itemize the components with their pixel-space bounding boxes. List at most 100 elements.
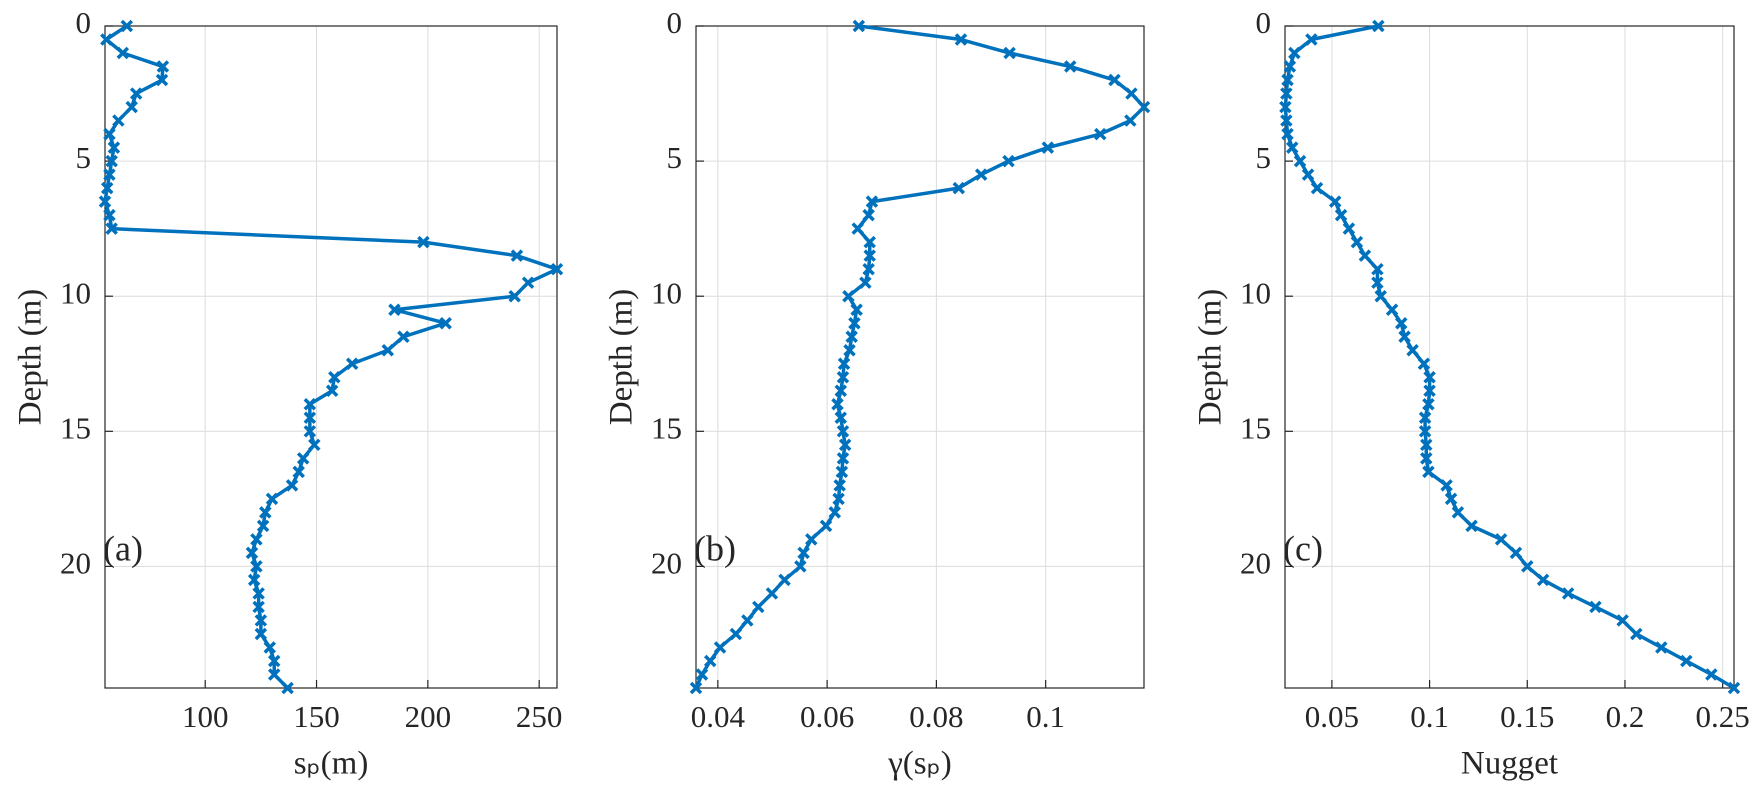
data-marker xyxy=(510,249,524,262)
data-marker xyxy=(1406,344,1419,357)
data-marker xyxy=(265,492,279,506)
data-marker xyxy=(848,316,861,330)
data-marker xyxy=(120,19,134,33)
data-marker xyxy=(1420,438,1433,452)
x-tick-label: 0.06 xyxy=(800,699,854,734)
data-marker xyxy=(845,330,858,343)
data-marker xyxy=(100,181,114,195)
x-axis-label: γ(sₚ) xyxy=(887,746,952,782)
x-axis-label: Nugget xyxy=(1461,746,1558,782)
data-marker xyxy=(838,438,852,452)
data-marker xyxy=(303,411,317,425)
data-marker xyxy=(296,452,310,465)
y-tick-label: 15 xyxy=(1240,410,1271,445)
data-marker xyxy=(1124,114,1137,127)
data-marker xyxy=(1301,168,1315,181)
data-marker xyxy=(1423,371,1436,384)
data-marker xyxy=(1494,533,1508,546)
data-marker xyxy=(1521,560,1534,573)
data-marker xyxy=(1328,195,1342,208)
data-marker xyxy=(155,73,169,87)
data-marker xyxy=(397,330,410,343)
data-marker xyxy=(695,668,709,681)
y-tick-label: 15 xyxy=(651,410,682,445)
data-marker xyxy=(1281,73,1294,87)
data-marker xyxy=(1395,316,1408,330)
data-marker xyxy=(292,465,305,479)
data-marker xyxy=(1536,573,1550,587)
data-marker xyxy=(1137,100,1151,114)
data-marker xyxy=(381,344,395,357)
data-marker xyxy=(103,168,116,181)
data-marker xyxy=(1280,114,1293,127)
data-marker xyxy=(1385,303,1399,316)
data-marker xyxy=(325,384,339,398)
data-marker xyxy=(765,587,779,600)
data-marker xyxy=(267,654,281,668)
data-marker xyxy=(103,208,116,222)
data-marker xyxy=(1310,181,1324,195)
data-marker xyxy=(833,479,846,492)
data-marker xyxy=(1630,627,1643,641)
data-marker xyxy=(834,411,848,425)
data-marker xyxy=(1418,425,1432,438)
data-marker xyxy=(850,303,863,316)
data-marker xyxy=(252,600,265,614)
data-marker xyxy=(1288,46,1301,60)
data-marker xyxy=(778,573,791,587)
data-marker xyxy=(859,276,872,289)
data-marker xyxy=(303,398,317,411)
data-marker xyxy=(388,303,401,316)
data-marker xyxy=(1305,33,1318,46)
data-marker xyxy=(1398,330,1411,343)
data-marker xyxy=(862,262,875,276)
x-tick-label: 0.04 xyxy=(691,699,746,734)
panel-label: (a) xyxy=(103,529,143,569)
data-marker xyxy=(1372,19,1385,33)
data-marker xyxy=(103,127,116,141)
data-marker xyxy=(1422,465,1435,479)
y-tick-label: 10 xyxy=(651,275,682,310)
axes-box xyxy=(1284,25,1735,689)
x-tick-label: 0.15 xyxy=(1500,699,1554,734)
y-tick-label: 10 xyxy=(1240,275,1271,310)
y-tick-label: 20 xyxy=(60,546,91,581)
data-marker xyxy=(832,492,845,506)
data-marker xyxy=(1108,73,1121,87)
data-marker xyxy=(1283,60,1297,73)
data-marker xyxy=(1371,276,1384,289)
data-marker xyxy=(1465,519,1478,533)
data-marker xyxy=(852,19,866,33)
data-marker xyxy=(250,560,263,573)
y-tick-label: 5 xyxy=(667,140,683,175)
data-marker xyxy=(125,100,138,114)
x-tick-label: 0.05 xyxy=(1305,699,1359,734)
y-tick-label: 15 xyxy=(60,410,91,445)
data-marker xyxy=(259,506,272,519)
data-marker xyxy=(1451,506,1465,519)
data-marker xyxy=(1279,100,1292,114)
data-marker xyxy=(1680,654,1693,668)
y-tick-label: 0 xyxy=(76,5,92,40)
data-marker xyxy=(1342,222,1356,235)
data-marker xyxy=(954,33,968,46)
data-marker xyxy=(1655,641,1668,654)
data-marker xyxy=(1003,46,1016,60)
axes-box xyxy=(104,25,558,689)
y-tick-label: 20 xyxy=(651,546,682,581)
data-marker xyxy=(1358,249,1372,262)
panel-label: (b) xyxy=(694,529,736,569)
data-marker xyxy=(105,222,118,235)
data-marker xyxy=(281,681,294,695)
data-marker xyxy=(254,627,268,641)
data-marker xyxy=(836,371,850,384)
data-marker xyxy=(245,546,259,560)
data-marker xyxy=(1334,208,1348,222)
data-marker xyxy=(831,398,844,411)
x-tick-label: 0.2 xyxy=(1606,699,1645,734)
data-marker xyxy=(794,560,807,573)
data-marker xyxy=(1616,614,1629,627)
data-marker xyxy=(863,235,876,249)
data-marker xyxy=(837,357,851,370)
